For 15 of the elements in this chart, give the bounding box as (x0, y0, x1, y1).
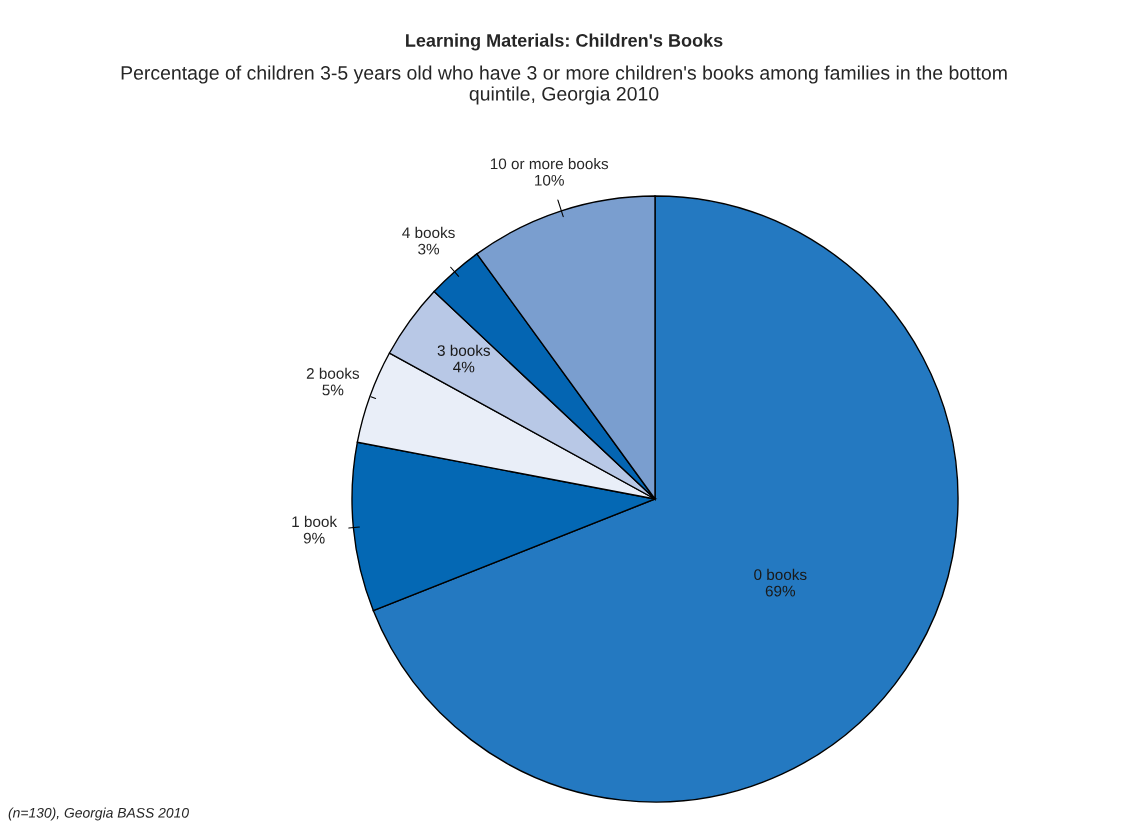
slice-label: 1 book (292, 515, 338, 528)
chart-title: Learning Materials: Children's Books (406, 33, 723, 51)
data-label: 4% (453, 361, 475, 373)
slice-label: 3 books (437, 344, 490, 356)
slice-label: 4 books (402, 226, 455, 239)
data-label: 5% (322, 384, 344, 396)
data-label: 3% (418, 243, 440, 255)
slice-label: 10 or more books (490, 158, 609, 170)
data-label: 10% (535, 174, 564, 186)
data-label: 9% (303, 532, 325, 544)
data-label: 69% (765, 585, 796, 597)
chart-subtitle: Percentage of children 3-5 years old who have 3 or more children's books among families in the bottom quintile, Georgia 2010 (121, 65, 1007, 105)
text: (n=130), Georgia BASS 2010 (8, 807, 189, 821)
slice-label: 0 books (754, 568, 807, 581)
slice-label: 2 books (306, 367, 360, 379)
